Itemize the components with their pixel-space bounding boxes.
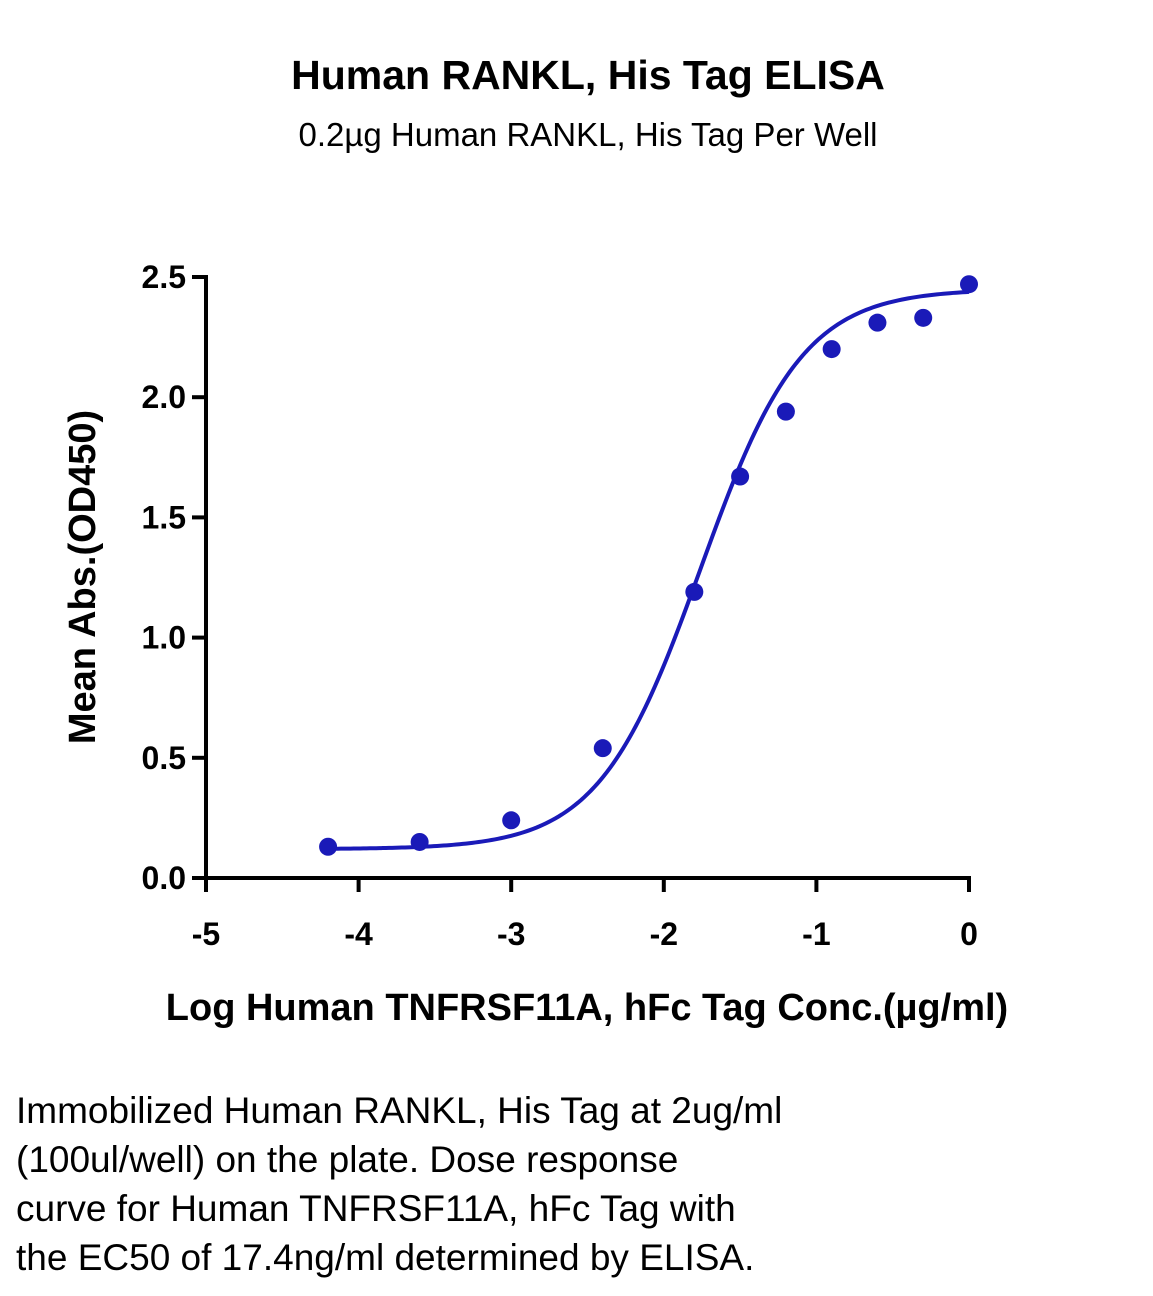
fit-curve-line xyxy=(328,289,970,851)
data-points xyxy=(319,275,978,856)
fit-curve-layer xyxy=(328,289,970,851)
data-point xyxy=(685,582,704,601)
elisa-dose-response-chart: 0.0 0.5 1.0 1.5 2.0 2.5 -5 -4 -3 -2 -1 0 Log Human T… xyxy=(62,259,1008,1029)
data-point xyxy=(319,837,338,856)
figure-caption: Immobilized Human RANKL, His Tag at 2ug/… xyxy=(16,1086,1016,1282)
x-tick-label: -5 xyxy=(192,916,220,952)
y-tick-label: 2.0 xyxy=(142,379,186,415)
x-tick-label: -2 xyxy=(650,916,678,952)
data-point xyxy=(914,308,933,327)
caption-line: curve for Human TNFRSF11A, hFc Tag with xyxy=(16,1188,736,1229)
caption-line: the EC50 of 17.4ng/ml determined by ELIS… xyxy=(16,1237,755,1278)
x-tick-label: -3 xyxy=(497,916,525,952)
caption-line: Immobilized Human RANKL, His Tag at 2ug/… xyxy=(16,1090,783,1131)
data-point xyxy=(822,340,841,359)
axis-labels: 0.0 0.5 1.0 1.5 2.0 2.5 -5 -4 -3 -2 -1 0 Log Human T… xyxy=(62,259,1008,1029)
data-point xyxy=(410,832,429,851)
data-point xyxy=(776,402,795,421)
x-tick-label: -1 xyxy=(802,916,830,952)
data-point xyxy=(960,275,978,294)
y-tick-label: 1.5 xyxy=(142,499,186,535)
data-point xyxy=(868,313,887,332)
caption-line: (100ul/well) on the plate. Dose response xyxy=(16,1139,679,1180)
y-axis-title: Mean Abs.(OD450) xyxy=(62,410,104,744)
chart-subtitle: 0.2µg Human RANKL, His Tag Per Well xyxy=(298,116,878,153)
x-axis-title: Log Human TNFRSF11A, hFc Tag Conc.(µg/ml… xyxy=(166,987,1008,1029)
y-tick-label: 0.5 xyxy=(142,740,186,776)
data-point xyxy=(593,739,612,758)
y-tick-label: 1.0 xyxy=(142,620,186,656)
chart-title: Human RANKL, His Tag ELISA xyxy=(291,52,885,98)
data-point xyxy=(502,811,521,830)
x-tick-label: -4 xyxy=(344,916,373,952)
x-tick-label: 0 xyxy=(960,916,978,952)
y-tick-label: 2.5 xyxy=(142,259,186,295)
y-tick-label: 0.0 xyxy=(142,860,186,896)
axes xyxy=(192,275,971,892)
data-point xyxy=(731,467,750,486)
